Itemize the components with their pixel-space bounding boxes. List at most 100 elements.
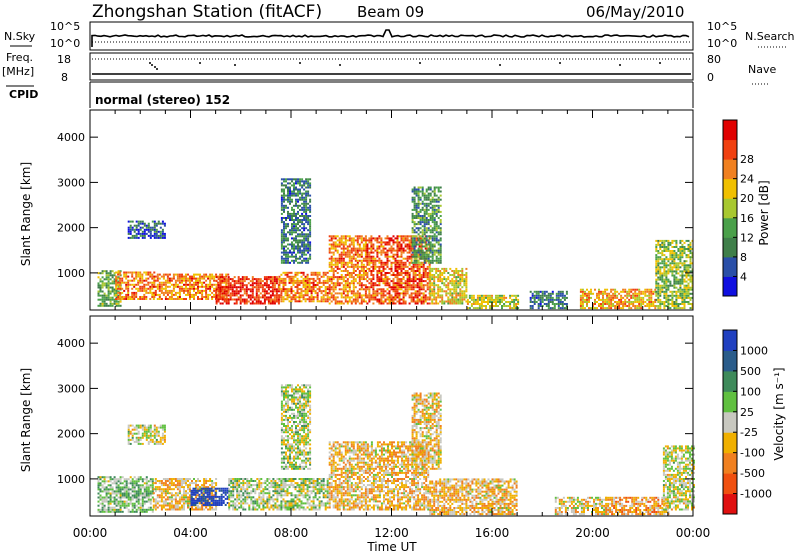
power-cell: [624, 305, 627, 307]
power-cell: [640, 290, 643, 293]
velocity-cell: [97, 510, 100, 513]
power-cell: [685, 288, 688, 291]
power-cell: [309, 257, 312, 260]
power-cell: [245, 294, 248, 297]
power-cell: [644, 288, 647, 291]
power-cell: [443, 270, 446, 272]
power-cell: [151, 228, 154, 231]
power-cell: [404, 237, 407, 240]
power-cell: [419, 227, 422, 230]
power-cell: [547, 292, 550, 295]
power-cell: [342, 247, 345, 250]
power-cell: [330, 292, 333, 295]
y-tick-label: 3000: [57, 176, 85, 189]
power-cell: [439, 294, 442, 297]
power-cell: [417, 188, 420, 191]
power-cell: [555, 294, 558, 297]
power-cell: [437, 257, 440, 260]
power-cell: [350, 274, 353, 276]
power-cell: [368, 261, 371, 264]
power-cell: [679, 241, 682, 244]
power-cell: [291, 194, 293, 197]
power-cell: [97, 276, 100, 279]
power-cell: [561, 292, 564, 295]
power-cell: [483, 305, 485, 307]
power-cell: [304, 275, 307, 278]
power-cell: [370, 237, 373, 240]
velocity-cell: [99, 478, 102, 481]
power-cell: [301, 239, 304, 242]
power-cell: [289, 178, 291, 181]
power-cell: [433, 298, 436, 301]
power-cell: [428, 298, 431, 301]
power-cell: [189, 281, 191, 284]
power-cell: [388, 302, 391, 305]
velocity-cell: [109, 498, 112, 501]
power-cell: [513, 305, 516, 307]
power-cell: [348, 274, 351, 276]
power-cell: [271, 302, 274, 305]
velocity-cell: [99, 496, 102, 499]
power-cell: [187, 293, 189, 296]
power-cell: [624, 301, 627, 303]
power-cell: [344, 267, 347, 270]
power-cell: [233, 298, 236, 301]
power-cell: [378, 257, 381, 260]
power-cell: [417, 198, 420, 201]
power-cell: [298, 281, 301, 284]
power-cell: [358, 284, 361, 287]
power-cell: [344, 261, 347, 264]
power-cell: [447, 300, 450, 303]
power-cell: [352, 272, 355, 274]
power-cell: [439, 249, 442, 252]
power-cell: [294, 273, 297, 276]
power-cell: [472, 301, 475, 303]
power-cell: [306, 290, 309, 293]
power-cell: [657, 298, 660, 301]
power-cell: [316, 275, 319, 278]
power-cell: [439, 278, 442, 281]
power-cell: [624, 294, 627, 297]
power-cell: [380, 296, 383, 299]
power-cell: [457, 272, 460, 274]
velocity-cell: [99, 502, 102, 505]
power-cell: [253, 282, 256, 285]
power-cell: [376, 292, 379, 295]
power-cell: [604, 307, 607, 310]
power-cell: [420, 298, 423, 301]
power-cell: [111, 276, 114, 279]
power-cell: [221, 288, 224, 291]
power-cell: [681, 239, 684, 242]
power-cell: [356, 255, 359, 258]
velocity-cell: [109, 500, 112, 503]
power-cell: [600, 292, 602, 295]
power-cell: [669, 268, 672, 271]
power-cell: [247, 300, 250, 303]
power-cell: [302, 294, 305, 297]
power-cell: [654, 288, 657, 291]
power-cell: [350, 272, 353, 274]
power-cell: [663, 272, 666, 275]
power-cell: [665, 272, 668, 275]
power-cell: [352, 270, 355, 272]
power-cell: [127, 275, 130, 278]
power-cell: [553, 307, 556, 310]
power-cell: [286, 290, 289, 293]
power-cell: [687, 274, 690, 277]
power-cell: [328, 235, 331, 238]
power-cell: [153, 228, 156, 231]
power-cell: [277, 302, 280, 305]
power-cell: [296, 279, 299, 282]
power-cell: [447, 284, 450, 287]
power-cell: [461, 294, 464, 297]
power-cell: [414, 263, 417, 266]
power-cell: [457, 274, 460, 276]
power-cell: [300, 294, 303, 297]
power-cell: [459, 284, 462, 287]
power-cell: [350, 290, 353, 293]
power-cell: [354, 302, 357, 305]
power-cell: [358, 282, 361, 285]
power-cell: [117, 281, 120, 284]
power-cell: [336, 239, 339, 242]
power-cell: [425, 223, 428, 226]
